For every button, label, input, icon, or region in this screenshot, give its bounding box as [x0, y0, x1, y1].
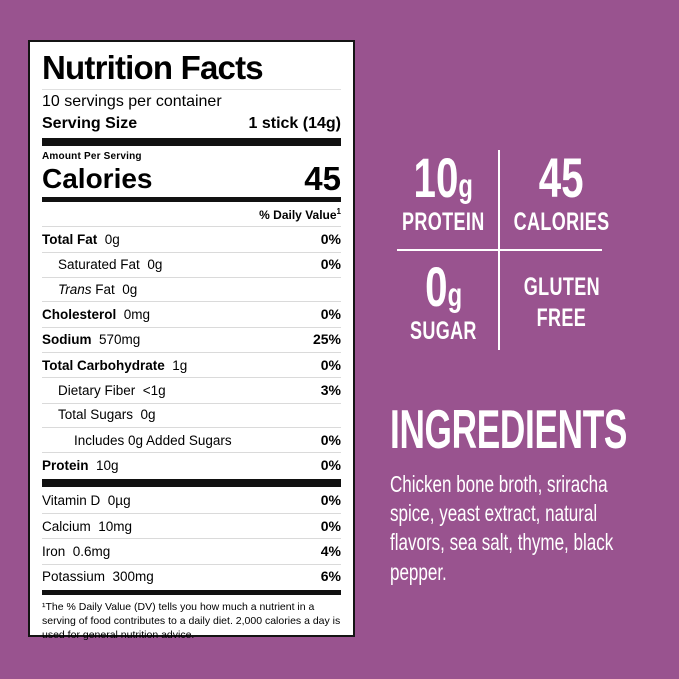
calories-label: Calories: [42, 163, 153, 195]
calories-value: 45: [304, 159, 341, 197]
ingredients-heading: INGREDIENTS: [390, 398, 628, 460]
stat-calories-value: 45: [539, 146, 584, 210]
nutrition-row: Potassium 300mg 6%: [42, 563, 341, 589]
nutrition-row: Trans Fat 0g: [42, 277, 341, 301]
ingredients-line: flavors, sea salt, thyme, black: [390, 529, 614, 556]
serving-size-row: Serving Size 1 stick (14g): [42, 113, 341, 137]
divider-bar-thick: [42, 137, 341, 146]
stat-grid-horizontal-divider: [397, 249, 602, 251]
stat-sugar: 0g SUGAR: [388, 250, 499, 356]
amount-per-serving-label: Amount Per Serving: [42, 150, 142, 162]
nutrition-facts-title: Nutrition Facts: [42, 50, 341, 90]
nutrition-row: Protein 10g 0%: [42, 452, 341, 477]
nutrition-row: Total Sugars 0g: [42, 402, 341, 427]
nutrition-row: Vitamin D 0µg 0%: [42, 492, 341, 509]
stat-sugar-label: SUGAR: [410, 316, 477, 345]
stat-protein-label: PROTEIN: [402, 207, 485, 236]
divider-bar-medium: [42, 590, 341, 596]
ingredients-line: Chicken bone broth, sriracha: [390, 471, 608, 497]
nutrition-row: Iron 0.6mg 4%: [42, 538, 341, 563]
divider-bar-medium: [42, 197, 341, 203]
calories-row: Calories 45: [42, 159, 341, 197]
stat-gluten-free: GLUTEN FREE: [499, 250, 624, 356]
nutrition-facts-label: Nutrition Facts 10 servings per containe…: [28, 40, 355, 641]
servings-per-container: 10 servings per container: [42, 92, 222, 110]
nutrition-row: Sodium 570mg 25%: [42, 326, 341, 352]
serving-size-value: 1 stick (14g): [248, 114, 341, 132]
daily-value-header: % Daily Value1: [259, 207, 341, 223]
ingredients-line: spice, yeast extract, natural: [390, 500, 598, 527]
highlight-stats-grid: 10g PROTEIN 45 CALORIES 0g SUGAR GLUTEN …: [388, 138, 624, 356]
daily-value-footnote-marker: 1: [336, 207, 341, 217]
nutrition-row: Saturated Fat 0g 0%: [42, 251, 341, 277]
vitamin-rows: Vitamin D 0µg 0% Calcium 10mg 0% Iron 0.6mg 4…: [42, 489, 341, 589]
ingredients-line: pepper.: [390, 558, 447, 585]
nutrition-row: Total Carbohydrate 1g 0%: [42, 352, 341, 377]
ingredients-section: INGREDIENTS Chicken bone broth, sriracha…: [390, 402, 675, 587]
nutrition-row: Calcium 10mg 0%: [42, 513, 341, 538]
stat-protein-value: 10g: [413, 146, 474, 210]
daily-value-footnote: ¹The % Daily Value (DV) tells you how mu…: [42, 601, 341, 641]
gluten-free-line-1: GLUTEN: [523, 272, 600, 301]
gluten-free-line-2: FREE: [536, 304, 587, 332]
stat-protein: 10g PROTEIN: [388, 138, 499, 250]
stat-sugar-value: 0g: [425, 255, 462, 319]
nutrition-row: Total Fat 0g 0%: [42, 226, 341, 251]
nutrition-row: Includes 0g Added Sugars 0%: [42, 427, 341, 452]
divider-bar-thick: [42, 478, 341, 487]
nutrition-row: Cholesterol 0mg 0%: [42, 301, 341, 326]
nutrient-rows: Total Fat 0g 0% Saturated Fat 0g 0% Trans Fa…: [42, 226, 341, 477]
stat-calories: 45 CALORIES: [499, 138, 624, 250]
serving-size-label: Serving Size: [42, 114, 138, 132]
stat-calories-label: CALORIES: [513, 207, 610, 236]
ingredients-text: Chicken bone broth, sriracha spice, yeas…: [390, 470, 675, 587]
nutrition-row: Dietary Fiber <1g 3%: [42, 377, 341, 402]
